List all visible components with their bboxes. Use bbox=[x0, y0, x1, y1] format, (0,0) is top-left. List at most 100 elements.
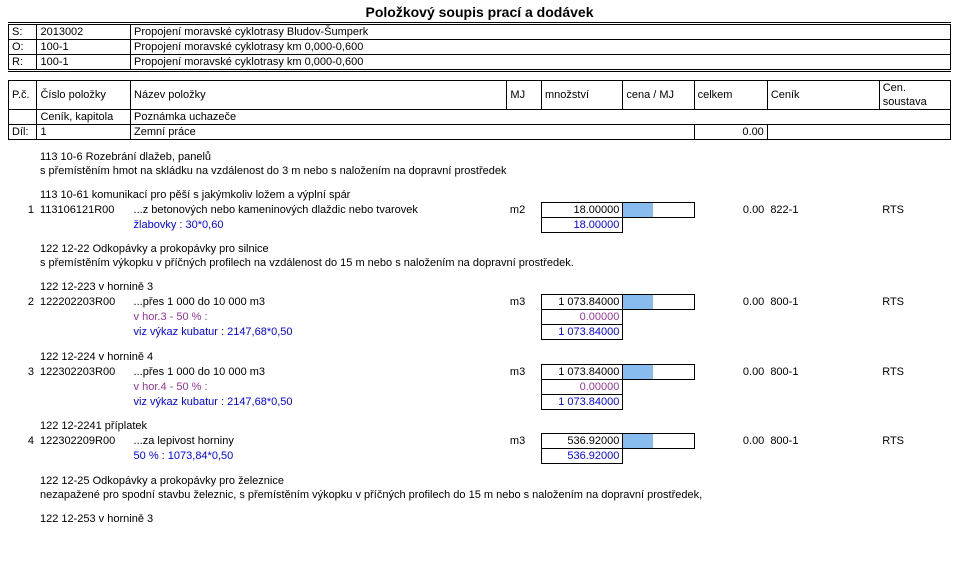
header-code: 100-1 bbox=[37, 55, 131, 71]
item-note-val: 1 073.84000 bbox=[542, 325, 623, 340]
col-cena-mj: cena / MJ bbox=[623, 81, 694, 110]
item-mnozstvi: 1 073.84000 bbox=[542, 364, 623, 379]
item-note: viz výkaz kubatur : 2147,68*0,50 bbox=[131, 325, 507, 340]
item-mnozstvi: 1 073.84000 bbox=[542, 295, 623, 310]
section-group: 122 12-2241 příplatek bbox=[9, 419, 951, 434]
header-code: 100-1 bbox=[37, 40, 131, 55]
item-mnozstvi: 536.92000 bbox=[542, 434, 623, 449]
header-desc: Propojení moravské cyklotrasy km 0,000-0… bbox=[131, 55, 951, 71]
item-note-val: 536.92000 bbox=[542, 449, 623, 464]
item-pc: 3 bbox=[9, 364, 37, 379]
item-celkem: 0.00 bbox=[694, 364, 767, 379]
section-head: 122 12-22 Odkopávky a prokopávky pro sil… bbox=[9, 242, 951, 256]
item-pc: 2 bbox=[9, 295, 37, 310]
item-soustava: RTS bbox=[879, 364, 950, 379]
item-code: 122202203R00 bbox=[37, 295, 131, 310]
col-celkem: celkem bbox=[694, 81, 767, 110]
dil-row: Díl: 1 Zemní práce 0.00 bbox=[9, 125, 951, 140]
section-sub: s přemístěním výkopku v příčných profile… bbox=[9, 256, 951, 270]
item-soustava: RTS bbox=[879, 295, 950, 310]
section-sub-text: s přemístěním výkopku v příčných profile… bbox=[37, 256, 951, 270]
item-mj: m3 bbox=[507, 364, 542, 379]
item-mj: m3 bbox=[507, 295, 542, 310]
item-note-val: 1 073.84000 bbox=[542, 394, 623, 409]
item-celkem: 0.00 bbox=[694, 202, 767, 217]
section-head-text: 122 12-25 Odkopávky a prokopávky pro žel… bbox=[37, 474, 951, 488]
section-sub-text: s přemístěním hmot na skládku na vzdálen… bbox=[37, 164, 951, 178]
item-note-val: 0.00000 bbox=[542, 379, 623, 394]
item-mj: m3 bbox=[507, 434, 542, 449]
header-row-o: O: 100-1 Propojení moravské cyklotrasy k… bbox=[9, 40, 951, 55]
item-code: 113106121R00 bbox=[37, 202, 131, 217]
header-label: S: bbox=[9, 24, 37, 40]
item-cenik: 800-1 bbox=[767, 434, 879, 449]
col-mnozstvi: množství bbox=[542, 81, 623, 110]
header-row-r: R: 100-1 Propojení moravské cyklotrasy k… bbox=[9, 55, 951, 71]
item-cena-bar bbox=[623, 202, 694, 217]
item-name: ...z betonových nebo kameninových dlaždi… bbox=[131, 202, 507, 217]
item-note-row: žlabovky : 30*0,60 18.00000 bbox=[9, 217, 951, 232]
item-note-val: 18.00000 bbox=[542, 217, 623, 232]
item-note: viz výkaz kubatur : 2147,68*0,50 bbox=[131, 394, 507, 409]
dil-label: Díl: bbox=[9, 125, 37, 140]
item-row: 1 113106121R00 ...z betonových nebo kame… bbox=[9, 202, 951, 217]
item-cenik: 800-1 bbox=[767, 295, 879, 310]
section-head-text: 113 10-6 Rozebrání dlažeb, panelů bbox=[37, 150, 951, 164]
item-code: 122302203R00 bbox=[37, 364, 131, 379]
section-group: 113 10-61 komunikací pro pěší s jakýmkol… bbox=[9, 188, 951, 203]
item-cenik: 800-1 bbox=[767, 364, 879, 379]
section-sub: s přemístěním hmot na skládku na vzdálen… bbox=[9, 164, 951, 178]
item-code: 122302209R00 bbox=[37, 434, 131, 449]
section-group: 122 12-224 v hornině 4 bbox=[9, 350, 951, 365]
item-note: v hor.3 - 50 % : bbox=[131, 310, 507, 325]
section-group-text: 122 12-224 v hornině 4 bbox=[37, 350, 951, 365]
dil-num: 1 bbox=[37, 125, 131, 140]
section-head: 122 12-25 Odkopávky a prokopávky pro žel… bbox=[9, 474, 951, 488]
section-group-text: 113 10-61 komunikací pro pěší s jakýmkol… bbox=[37, 188, 951, 203]
item-celkem: 0.00 bbox=[694, 295, 767, 310]
item-row: 2 122202203R00 ...přes 1 000 do 10 000 m… bbox=[9, 295, 951, 310]
col-poznamka: Poznámka uchazeče bbox=[131, 110, 951, 125]
section-group-text: 122 12-253 v hornině 3 bbox=[37, 512, 951, 526]
section-head: 113 10-6 Rozebrání dlažeb, panelů bbox=[9, 150, 951, 164]
item-soustava: RTS bbox=[879, 202, 950, 217]
item-name: ...za lepivost horniny bbox=[131, 434, 507, 449]
item-cena-bar bbox=[623, 295, 694, 310]
item-note-row: v hor.3 - 50 % : 0.00000 bbox=[9, 310, 951, 325]
item-note: v hor.4 - 50 % : bbox=[131, 379, 507, 394]
section-head-text: 122 12-22 Odkopávky a prokopávky pro sil… bbox=[37, 242, 951, 256]
item-pc: 4 bbox=[9, 434, 37, 449]
section-sub-text: nezapažené pro spodní stavbu železnic, s… bbox=[37, 488, 951, 502]
dil-value: 0.00 bbox=[694, 125, 767, 140]
header-label: R: bbox=[9, 55, 37, 71]
item-row: 4 122302209R00 ...za lepivost horniny m3… bbox=[9, 434, 951, 449]
item-note-row: v hor.4 - 50 % : 0.00000 bbox=[9, 379, 951, 394]
item-note-row: viz výkaz kubatur : 2147,68*0,50 1 073.8… bbox=[9, 325, 951, 340]
column-header-row: P.č. Číslo položky Název položky MJ množ… bbox=[9, 81, 951, 96]
section-group-text: 122 12-223 v hornině 3 bbox=[37, 280, 951, 295]
header-code: 2013002 bbox=[37, 24, 131, 40]
col-cislo: Číslo položky bbox=[37, 81, 131, 110]
section-group: 122 12-223 v hornině 3 bbox=[9, 280, 951, 295]
item-note-row: viz výkaz kubatur : 2147,68*0,50 1 073.8… bbox=[9, 394, 951, 409]
header-label: O: bbox=[9, 40, 37, 55]
item-name: ...přes 1 000 do 10 000 m3 bbox=[131, 364, 507, 379]
item-cena-bar bbox=[623, 434, 694, 449]
item-name: ...přes 1 000 do 10 000 m3 bbox=[131, 295, 507, 310]
item-row: 3 122302203R00 ...přes 1 000 do 10 000 m… bbox=[9, 364, 951, 379]
item-soustava: RTS bbox=[879, 434, 950, 449]
page-title: Položkový soupis prací a dodávek bbox=[8, 2, 951, 22]
item-note: žlabovky : 30*0,60 bbox=[131, 217, 507, 232]
col-cenik: Ceník bbox=[767, 81, 879, 110]
col-soustava-bot: soustava bbox=[879, 95, 950, 110]
col-nazev: Název položky bbox=[131, 81, 507, 110]
item-mnozstvi: 18.00000 bbox=[542, 202, 623, 217]
item-note: 50 % : 1073,84*0,50 bbox=[131, 449, 507, 464]
column-subheader-row: Ceník, kapitola Poznámka uchazeče bbox=[9, 110, 951, 125]
item-cena-bar bbox=[623, 364, 694, 379]
header-table: S: 2013002 Propojení moravské cyklotrasy… bbox=[8, 22, 951, 526]
item-mj: m2 bbox=[507, 202, 542, 217]
header-desc: Propojení moravské cyklotrasy Bludov-Šum… bbox=[131, 24, 951, 40]
dil-name: Zemní práce bbox=[131, 125, 695, 140]
col-cenik-kap: Ceník, kapitola bbox=[37, 110, 131, 125]
